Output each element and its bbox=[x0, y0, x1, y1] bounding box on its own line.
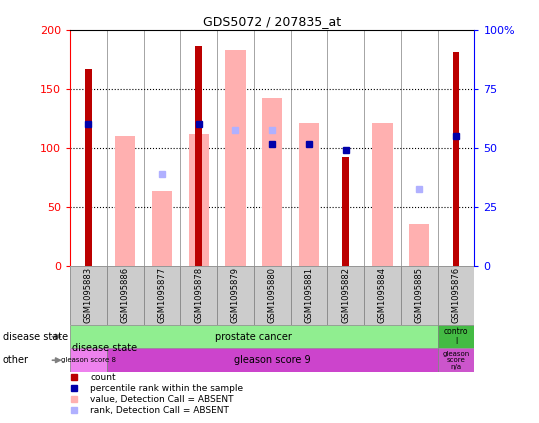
Bar bbox=[291, 266, 327, 325]
Text: GSM1095880: GSM1095880 bbox=[268, 267, 277, 323]
Bar bbox=[453, 52, 459, 266]
Text: count: count bbox=[91, 373, 116, 382]
Bar bbox=[143, 266, 181, 325]
Bar bbox=[181, 266, 217, 325]
Text: GSM1095881: GSM1095881 bbox=[305, 267, 314, 323]
Bar bbox=[262, 98, 282, 266]
Text: disease state: disease state bbox=[3, 332, 68, 342]
Text: value, Detection Call = ABSENT: value, Detection Call = ABSENT bbox=[91, 395, 234, 404]
Text: disease state: disease state bbox=[72, 343, 137, 354]
Bar bbox=[409, 225, 429, 266]
Text: GSM1095882: GSM1095882 bbox=[341, 267, 350, 323]
Bar bbox=[254, 266, 291, 325]
Text: GSM1095885: GSM1095885 bbox=[414, 267, 424, 323]
Bar bbox=[70, 349, 107, 372]
Text: percentile rank within the sample: percentile rank within the sample bbox=[91, 384, 244, 393]
Bar bbox=[225, 49, 246, 266]
Bar bbox=[401, 266, 438, 325]
Text: GSM1095879: GSM1095879 bbox=[231, 267, 240, 323]
Bar bbox=[438, 349, 474, 372]
Text: contro
l: contro l bbox=[444, 327, 468, 346]
Bar bbox=[196, 46, 202, 266]
Bar bbox=[115, 136, 135, 266]
Text: GSM1095876: GSM1095876 bbox=[452, 267, 460, 323]
Text: GSM1095886: GSM1095886 bbox=[121, 267, 130, 323]
Text: GSM1095884: GSM1095884 bbox=[378, 267, 387, 323]
Text: GSM1095883: GSM1095883 bbox=[84, 267, 93, 323]
Bar bbox=[107, 266, 143, 325]
Bar bbox=[342, 157, 349, 266]
Text: gleason score 8: gleason score 8 bbox=[61, 357, 116, 363]
Bar bbox=[107, 349, 438, 372]
Text: GSM1095878: GSM1095878 bbox=[194, 267, 203, 323]
Bar bbox=[438, 266, 474, 325]
Bar bbox=[372, 123, 392, 266]
Text: gleason
score
n/a: gleason score n/a bbox=[443, 351, 469, 370]
Text: GSM1095877: GSM1095877 bbox=[157, 267, 167, 323]
Bar bbox=[438, 325, 474, 349]
Text: prostate cancer: prostate cancer bbox=[216, 332, 292, 342]
Bar bbox=[152, 191, 172, 266]
Bar bbox=[299, 123, 319, 266]
Bar bbox=[85, 69, 92, 266]
Text: rank, Detection Call = ABSENT: rank, Detection Call = ABSENT bbox=[91, 406, 229, 415]
Text: gleason score 9: gleason score 9 bbox=[234, 355, 310, 365]
Bar bbox=[327, 266, 364, 325]
Bar bbox=[189, 134, 209, 266]
Bar bbox=[364, 266, 401, 325]
Bar bbox=[217, 266, 254, 325]
Title: GDS5072 / 207835_at: GDS5072 / 207835_at bbox=[203, 16, 341, 28]
Text: other: other bbox=[3, 355, 29, 365]
Bar bbox=[70, 266, 107, 325]
